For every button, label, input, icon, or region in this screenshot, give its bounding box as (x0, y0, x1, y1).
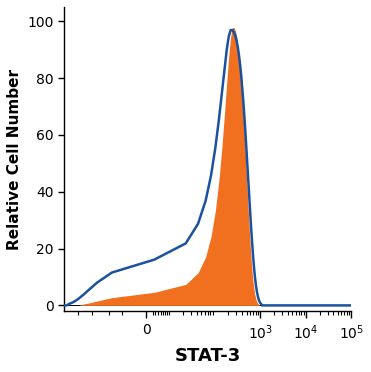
X-axis label: STAT-3: STAT-3 (175, 347, 241, 365)
Y-axis label: Relative Cell Number: Relative Cell Number (7, 68, 22, 250)
